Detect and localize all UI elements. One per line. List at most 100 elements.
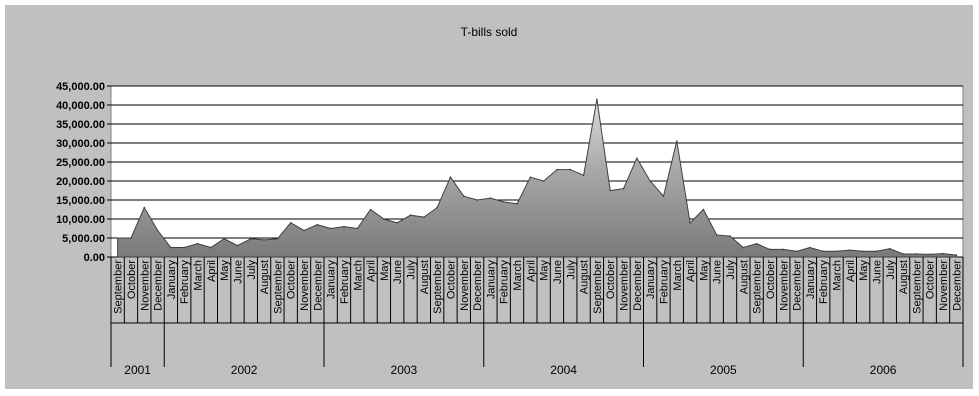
x-tick-label: July <box>246 260 258 280</box>
data-point <box>928 253 931 256</box>
year-label: 2006 <box>870 363 897 377</box>
x-tick-label: January <box>326 260 338 300</box>
x-tick-label: June <box>392 260 404 284</box>
x-tick-label: July <box>885 260 897 280</box>
data-point <box>356 227 359 230</box>
data-point <box>423 216 425 218</box>
data-point <box>436 206 438 209</box>
y-tick-label: 20,000.00 <box>56 176 105 188</box>
data-point <box>942 252 944 255</box>
y-tick-label: 10,000.00 <box>56 214 105 226</box>
data-point <box>476 199 478 201</box>
x-tick-label: December <box>472 260 484 311</box>
data-point <box>183 246 186 249</box>
x-tick-label: September <box>113 260 125 314</box>
x-tick-label: January <box>645 260 657 300</box>
data-point <box>116 237 119 239</box>
x-tick-label: May <box>379 260 391 281</box>
year-label: 2005 <box>710 363 737 377</box>
x-tick-label: September <box>752 260 764 314</box>
data-point <box>223 237 225 240</box>
data-point <box>396 222 399 224</box>
data-point <box>649 180 651 182</box>
data-point <box>902 253 904 255</box>
data-point <box>343 225 345 228</box>
x-tick-label: September <box>272 260 284 314</box>
data-point <box>809 246 811 249</box>
x-tick-label: September <box>592 260 604 314</box>
x-tick-label: January <box>485 260 497 300</box>
data-point <box>236 244 239 247</box>
data-point <box>769 248 771 251</box>
x-tick-label: August <box>738 260 750 294</box>
x-tick-label: August <box>898 260 910 294</box>
data-point <box>316 223 319 226</box>
data-point <box>742 246 745 249</box>
x-tick-label: February <box>339 260 351 305</box>
x-tick-label: November <box>619 260 631 311</box>
tbills-area-chart: T-bills sold 0.00 5,000.00 10,000.00 15,000… <box>56 25 964 377</box>
x-tick-label: October <box>605 260 617 299</box>
year-label: 2001 <box>124 363 151 377</box>
x-tick-label: December <box>632 260 644 311</box>
data-point <box>329 227 332 230</box>
x-tick-label: April <box>206 260 218 282</box>
y-tick-label: 45,000.00 <box>56 81 105 93</box>
data-point <box>782 248 785 251</box>
x-tick-label: March <box>193 260 205 291</box>
x-tick-label: December <box>153 260 165 311</box>
x-tick-label: October <box>126 260 138 299</box>
x-tick-label: February <box>658 260 670 305</box>
data-point <box>383 218 385 220</box>
x-tick-label: November <box>459 260 471 311</box>
data-point <box>249 237 252 240</box>
data-point <box>409 214 412 216</box>
data-point <box>888 247 891 250</box>
data-point <box>556 168 558 171</box>
data-point <box>529 176 532 178</box>
x-tick-label: December <box>951 260 963 311</box>
x-tick-label: November <box>938 260 950 311</box>
data-point <box>835 250 838 253</box>
x-tick-label: October <box>445 260 457 299</box>
x-tick-label: April <box>366 260 378 282</box>
x-tick-label: August <box>579 260 591 294</box>
y-tick-label: 5,000.00 <box>62 233 105 245</box>
data-point <box>689 222 691 224</box>
x-tick-label: February <box>818 260 830 305</box>
x-tick-label: October <box>925 260 937 299</box>
x-tick-label: October <box>286 260 298 299</box>
x-tick-label: November <box>299 260 311 311</box>
data-point <box>196 242 199 245</box>
data-point <box>156 229 159 232</box>
x-tick-label: October <box>765 260 777 299</box>
x-tick-label: April <box>685 260 697 282</box>
x-tick-label: December <box>312 260 324 311</box>
x-tick-label: August <box>419 260 431 294</box>
year-label: 2002 <box>231 363 258 377</box>
data-point <box>143 206 146 209</box>
x-tick-label: December <box>792 260 804 311</box>
data-point <box>822 250 825 253</box>
data-point <box>449 176 452 178</box>
chart-frame: T-bills sold 0.00 5,000.00 10,000.00 15,000… <box>5 5 973 389</box>
year-label: 2003 <box>391 363 418 377</box>
data-point <box>955 254 958 256</box>
data-point <box>755 242 758 245</box>
x-tick-label: March <box>672 260 684 291</box>
x-tick-label: May <box>858 260 870 281</box>
data-point <box>170 246 172 249</box>
x-tick-label: March <box>832 260 844 291</box>
x-tick-label: January <box>166 260 178 300</box>
x-tick-label: August <box>259 260 271 294</box>
data-point <box>542 180 545 182</box>
data-point <box>502 201 505 203</box>
x-tick-label: June <box>232 260 244 284</box>
y-tick-label: 15,000.00 <box>56 195 105 207</box>
data-point <box>582 174 585 177</box>
data-point <box>875 250 878 253</box>
y-tick-label: 25,000.00 <box>56 157 105 169</box>
x-tick-label: May <box>698 260 710 281</box>
data-point <box>622 187 625 190</box>
data-point <box>636 157 638 159</box>
